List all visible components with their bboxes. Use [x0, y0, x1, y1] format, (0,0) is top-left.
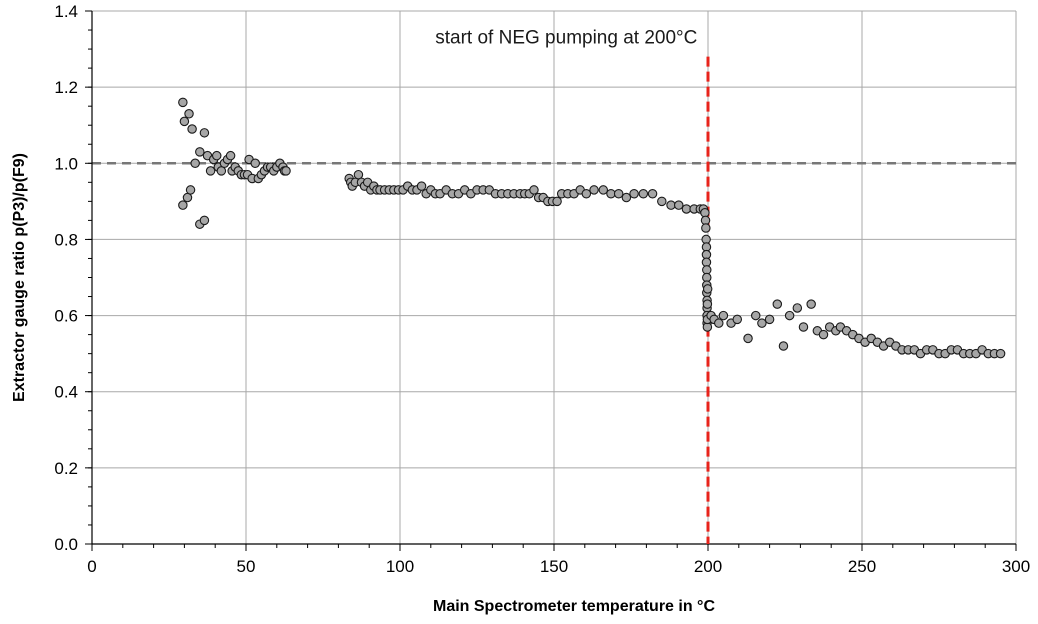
y-tick-label: 0.2: [54, 459, 78, 478]
y-tick-label: 0.6: [54, 307, 78, 326]
data-point: [529, 185, 539, 195]
data-point: [806, 299, 816, 309]
data-point: [621, 192, 632, 203]
data-point: [589, 185, 599, 195]
data-point: [178, 97, 188, 108]
data-point: [732, 314, 743, 325]
y-tick-label: 1.4: [54, 2, 78, 21]
data-point: [647, 188, 658, 199]
data-point: [178, 200, 188, 210]
data-point: [179, 116, 190, 127]
data-point: [743, 333, 753, 344]
x-axis-label: Main Spectrometer temperature in °C: [433, 598, 715, 615]
data-point: [205, 166, 216, 176]
y-tick-label: 1.0: [54, 154, 78, 173]
data-point: [190, 158, 200, 169]
data-point: [638, 188, 649, 199]
y-tick-label: 0.0: [54, 535, 78, 554]
data-point: [681, 204, 692, 214]
x-tick-label: 100: [386, 557, 414, 576]
tick-labels-layer: 0 50 100 150 200 250 300 0.0 0.2 0.4 0.6 0.8 1.0 1.2 1…: [54, 2, 1030, 576]
data-points-layer: [178, 97, 1006, 359]
data-point: [750, 310, 761, 321]
data-point: [581, 188, 592, 199]
data-point: [701, 223, 711, 233]
data-point: [995, 348, 1006, 359]
grid-layer: [92, 10, 1017, 544]
data-point: [818, 329, 829, 340]
data-point: [629, 188, 639, 199]
data-point: [673, 200, 684, 210]
data-point: [606, 188, 616, 199]
data-point: [798, 322, 809, 332]
data-point: [757, 318, 767, 328]
data-point: [784, 310, 795, 321]
data-point: [702, 284, 713, 294]
annotation-layer: start of NEG pumping at 200°C: [435, 27, 710, 544]
x-tick-label: 300: [1002, 557, 1030, 576]
data-point: [281, 166, 291, 176]
x-tick-label: 50: [237, 557, 256, 576]
data-point: [416, 181, 427, 191]
data-point: [778, 341, 789, 351]
data-point: [552, 196, 562, 207]
data-point: [195, 147, 205, 157]
data-point: [792, 303, 803, 313]
data-point: [772, 299, 783, 309]
x-tick-label: 0: [87, 557, 96, 576]
data-point: [718, 310, 729, 321]
y-tick-label: 1.2: [54, 78, 78, 97]
data-point: [199, 215, 210, 226]
data-point: [187, 124, 197, 134]
data-point: [250, 158, 260, 169]
x-tick-label: 200: [694, 557, 722, 576]
data-point: [702, 299, 713, 309]
data-point: [211, 150, 222, 161]
x-tick-label: 250: [848, 557, 876, 576]
data-point: [199, 128, 210, 138]
axes-layer: [85, 10, 1017, 551]
y-axis-label: Extractor gauge ratio p(P3)/p(F9): [11, 153, 28, 402]
data-point: [764, 314, 775, 325]
y-tick-label: 0.4: [54, 383, 78, 402]
data-point: [613, 188, 624, 199]
data-point: [657, 196, 667, 207]
data-point: [225, 150, 236, 161]
y-tick-label: 0.8: [54, 230, 78, 249]
data-point: [714, 318, 724, 328]
annotation-label: start of NEG pumping at 200°C: [435, 27, 697, 48]
data-point: [598, 185, 609, 195]
data-point: [184, 109, 194, 119]
x-tick-label: 150: [540, 557, 568, 576]
data-point: [666, 200, 676, 210]
data-point: [185, 185, 196, 195]
